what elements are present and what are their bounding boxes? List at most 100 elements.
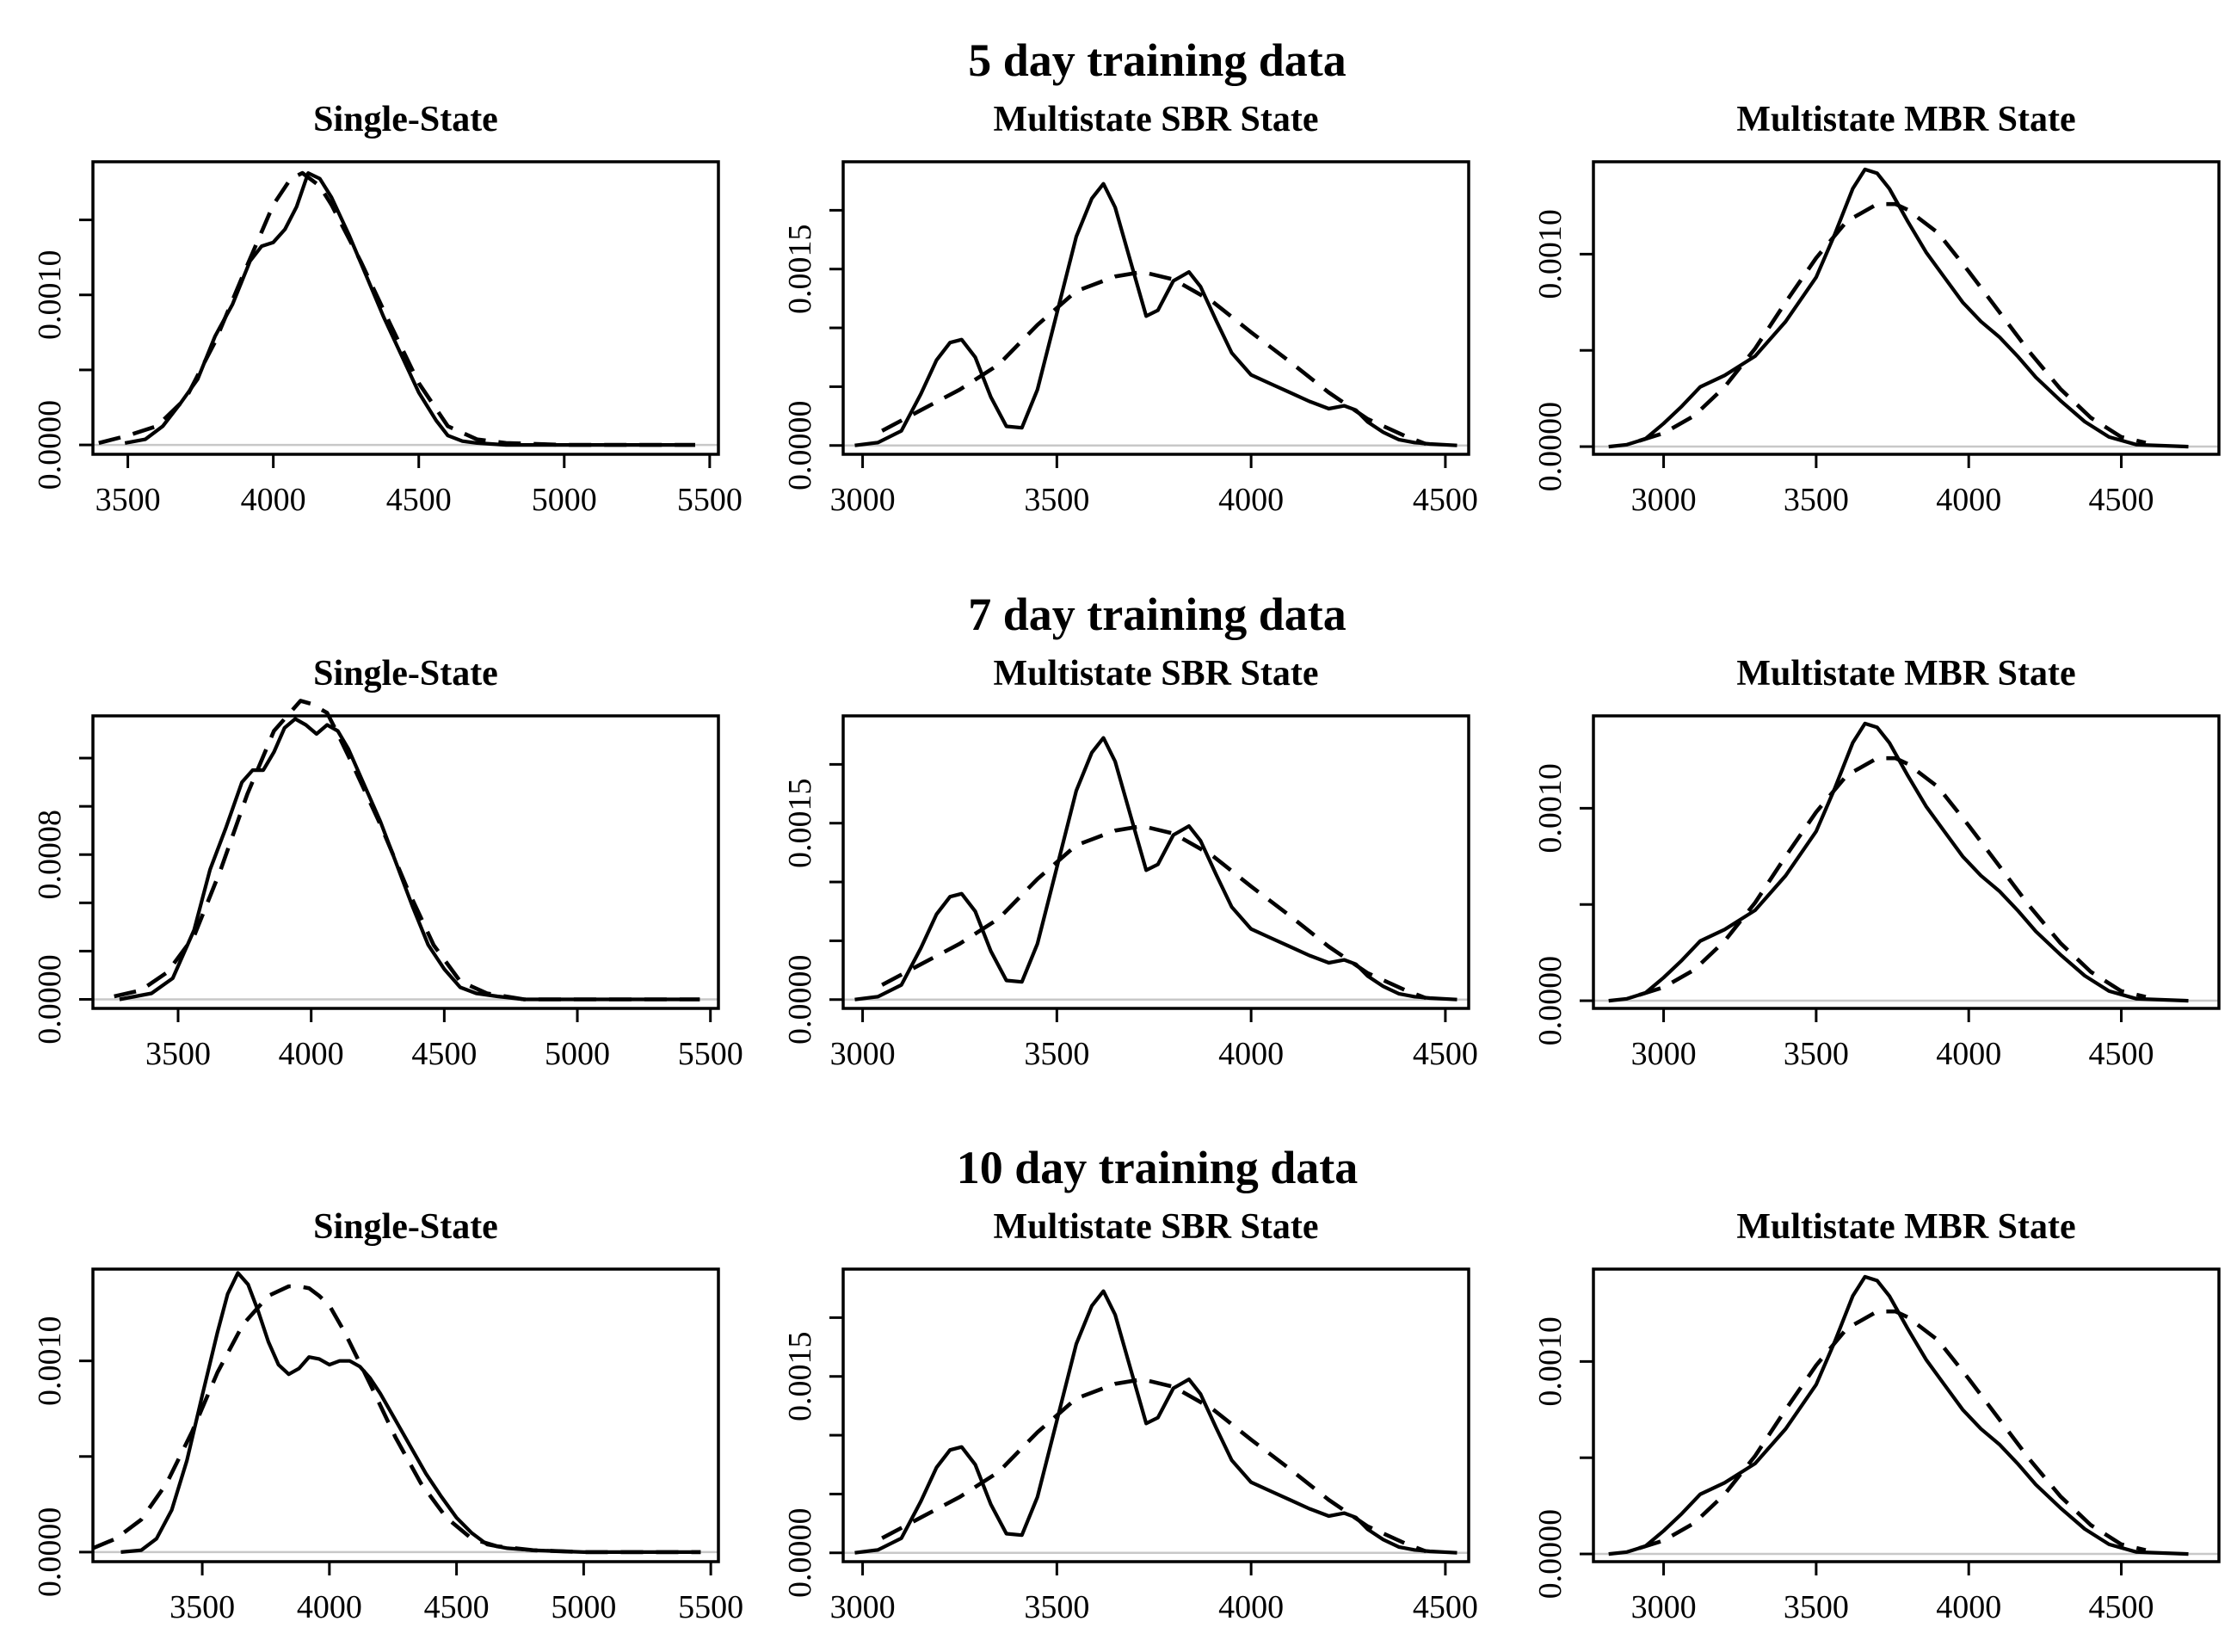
x-tick-label: 4500: [424, 1589, 490, 1625]
x-tick-label: 5500: [678, 1589, 743, 1625]
x-tick-label: 5500: [678, 1036, 743, 1072]
x-tick-label: 4500: [411, 1036, 477, 1072]
normal-density-curve: [1638, 1309, 2147, 1552]
plot-frame: [841, 1267, 1470, 1563]
y-tick-label: 0.0000: [1532, 956, 1568, 1046]
plot-frame: [841, 160, 1470, 456]
x-tick-label: 4500: [2089, 1036, 2154, 1072]
plot-frame: [1592, 1267, 2221, 1563]
x-tick-label: 5000: [532, 482, 597, 518]
y-tick-label: 0.0010: [32, 1316, 68, 1406]
y-tick-label: 0.0000: [782, 400, 818, 490]
x-tick-label: 3000: [830, 1036, 896, 1072]
row-title: 10 day training data: [957, 1142, 1359, 1193]
kernel-density-curve: [1608, 167, 2189, 449]
x-tick-label: 4500: [1413, 482, 1478, 518]
x-tick-label: 3000: [1631, 1036, 1697, 1072]
x-tick-label: 3000: [830, 1589, 896, 1625]
plot-frame: [91, 1267, 720, 1563]
panel-1-1: Single-State 3500 4000 4500 5000 5500 0.0000 0.…: [32, 100, 743, 518]
x-tick-label: 4500: [2089, 482, 2154, 518]
y-tick-label: 0.0010: [1532, 1316, 1568, 1407]
normal-density-curve: [92, 1284, 701, 1555]
x-tick-label: 4000: [1936, 482, 2001, 518]
panel-title: Multistate MBR State: [1736, 100, 2075, 139]
x-tick-label: 4000: [1218, 1589, 1284, 1625]
x-tick-label: 4000: [241, 482, 306, 518]
y-tick-label: 0.0015: [782, 778, 818, 868]
x-tick-label: 4500: [1413, 1589, 1478, 1625]
x-tick-label: 5000: [545, 1036, 610, 1072]
x-tick-label: 3500: [1784, 1036, 1849, 1072]
plot-frame: [91, 160, 720, 456]
row-title: 7 day training data: [968, 589, 1347, 640]
x-tick-label: 4500: [2089, 1589, 2154, 1625]
panel-3-2: Multistate SBR State 3000 3500 4000 4500 0.00…: [782, 1207, 1478, 1625]
x-tick-label: 3500: [96, 482, 161, 518]
normal-density-curve: [881, 269, 1427, 447]
x-tick-label: 3000: [830, 482, 896, 518]
y-tick-label: 0.0000: [32, 1507, 68, 1598]
y-tick-label: 0.0010: [32, 250, 68, 340]
normal-density-curve: [881, 823, 1427, 1001]
panel-title: Single-State: [313, 1207, 498, 1247]
x-tick-label: 3000: [1631, 482, 1697, 518]
panel-1-2: Multistate SBR State 3000 3500 4000 4500 0.00…: [782, 100, 1478, 518]
plot-frame: [841, 714, 1470, 1010]
panel-3-3: Multistate MBR State 3000 3500 4000 4500 0.00…: [1532, 1207, 2221, 1625]
kernel-density-curve: [854, 1289, 1457, 1555]
kernel-density-curve: [1608, 1274, 2189, 1556]
x-tick-label: 5500: [677, 482, 743, 518]
panel-title: Multistate MBR State: [1736, 1207, 2075, 1247]
x-tick-label: 4000: [1936, 1036, 2001, 1072]
panel-1-3: Multistate MBR State 3000 3500 4000 4500 0.00…: [1532, 100, 2221, 518]
x-tick-label: 4000: [297, 1589, 362, 1625]
panel-title: Multistate MBR State: [1736, 654, 2075, 693]
x-tick-label: 3000: [1631, 1589, 1697, 1625]
panel-2-1: Single-State 3500 4000 4500 5000 5500 0.0000 0.…: [32, 654, 743, 1072]
normal-density-curve: [881, 1377, 1427, 1554]
kernel-density-curve: [854, 182, 1457, 447]
y-tick-label: 0.0010: [1532, 209, 1568, 299]
y-tick-label: 0.0010: [1532, 763, 1568, 854]
panel-title: Multistate SBR State: [994, 100, 1319, 139]
x-tick-label: 5000: [551, 1589, 616, 1625]
plot-frame: [1592, 714, 2221, 1010]
kernel-density-curve: [120, 1271, 701, 1554]
y-tick-label: 0.0015: [782, 224, 818, 314]
panel-2-2: Multistate SBR State 3000 3500 4000 4500 0.00…: [782, 654, 1478, 1072]
kernel-density-curve: [1608, 721, 2189, 1003]
plot-frame: [91, 714, 720, 1010]
x-tick-label: 4500: [1413, 1036, 1478, 1072]
kernel-density-curve: [119, 717, 700, 1002]
panel-title: Multistate SBR State: [994, 1207, 1319, 1247]
y-tick-label: 0.0000: [1532, 1509, 1568, 1600]
x-tick-label: 3500: [145, 1036, 211, 1072]
x-tick-label: 4000: [1936, 1589, 2001, 1625]
normal-density-curve: [1638, 201, 2147, 445]
normal-density-curve: [1638, 755, 2147, 999]
row-title: 5 day training data: [968, 34, 1347, 86]
normal-density-curve: [98, 170, 695, 447]
x-tick-label: 3500: [1024, 1036, 1089, 1072]
panel-title: Single-State: [313, 654, 498, 693]
y-tick-label: 0.0008: [32, 810, 68, 899]
x-tick-label: 4500: [386, 482, 452, 518]
kernel-density-curve: [854, 736, 1457, 1002]
normal-density-curve: [114, 699, 700, 1002]
x-tick-label: 4000: [279, 1036, 344, 1072]
kernel-density-curve: [124, 171, 695, 447]
x-tick-label: 4000: [1218, 1036, 1284, 1072]
x-tick-label: 3500: [1024, 1589, 1089, 1625]
x-tick-label: 3500: [169, 1589, 235, 1625]
y-tick-label: 0.0015: [782, 1331, 818, 1421]
y-tick-label: 0.0000: [32, 954, 68, 1045]
x-tick-label: 4000: [1218, 482, 1284, 518]
x-tick-label: 3500: [1784, 482, 1849, 518]
panel-3-1: Single-State 3500 4000 4500 5000 5500 0.0000 0.…: [32, 1207, 743, 1625]
y-tick-label: 0.0000: [782, 954, 818, 1045]
y-tick-label: 0.0000: [1532, 402, 1568, 492]
plot-frame: [1592, 160, 2221, 456]
panel-2-3: Multistate MBR State 3000 3500 4000 4500 0.00…: [1532, 654, 2221, 1072]
